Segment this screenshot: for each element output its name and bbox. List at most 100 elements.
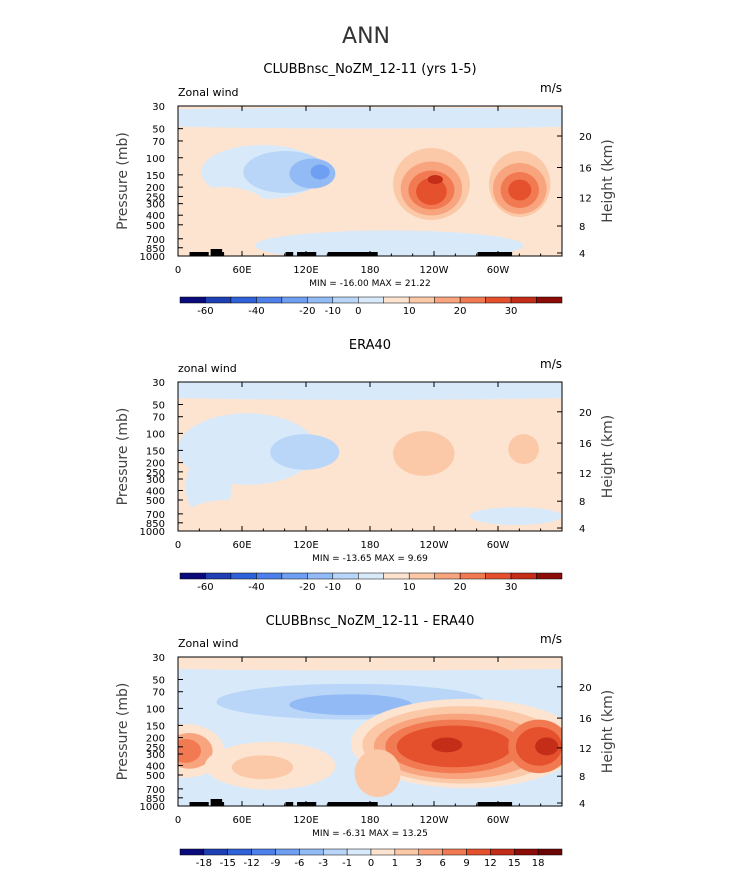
lon-tick-label: 0 [175, 540, 181, 551]
pressure-tick-label: 500 [146, 221, 165, 232]
contour-region [354, 749, 401, 798]
colorbar-label: 3 [416, 858, 422, 869]
pressure-tick-label: 30 [152, 378, 165, 389]
colorbar-box [332, 296, 359, 304]
pressure-tick-label: 150 [146, 171, 165, 182]
pressure-tick-label: 50 [152, 675, 165, 686]
contour-region [178, 107, 562, 129]
lon-tick-label: 120E [293, 815, 318, 826]
lon-tick-label: 60E [232, 265, 251, 276]
colorbar-label: -1 [342, 858, 352, 869]
colorbar-box [442, 848, 467, 856]
pressure-tick-label: 400 [146, 761, 165, 772]
colorbar-box [179, 296, 206, 304]
colorbar-box [434, 296, 461, 304]
height-tick-label: 8 [579, 222, 585, 233]
y2-axis-label: Height (km) [600, 139, 616, 222]
colorbar-box [459, 572, 486, 580]
pressure-tick-label: 700 [146, 510, 165, 521]
contour-region [231, 755, 294, 780]
pressure-tick-label: 70 [152, 413, 165, 424]
contour-region [427, 175, 443, 184]
pressure-tick-label: 300 [146, 475, 165, 486]
pressure-tick-label: 250 [146, 192, 165, 203]
pressure-tick-label: 400 [146, 211, 165, 222]
contour-region [508, 434, 539, 464]
pressure-tick-label: 1000 [140, 527, 165, 538]
contour-region [178, 657, 562, 671]
lon-tick-label: 120E [293, 540, 318, 551]
colorbar-box [394, 848, 419, 856]
colorbar-box [307, 296, 334, 304]
colorbar-label: 9 [463, 858, 469, 869]
contour-field [178, 106, 562, 256]
colorbar-box [358, 572, 384, 580]
colorbar-box [434, 572, 461, 580]
height-tick-label: 12 [579, 194, 592, 205]
main-title: ANN [342, 24, 390, 49]
height-tick-label: 20 [579, 408, 592, 419]
units-label: m/s [540, 632, 562, 646]
y-axis-label: Pressure (mb) [115, 683, 131, 781]
lon-tick-label: 60E [232, 815, 251, 826]
units-label: m/s [540, 81, 562, 95]
colorbar-label: 18 [532, 858, 545, 869]
colorbar-box [299, 848, 324, 856]
colorbar-box [281, 572, 308, 580]
colorbar-box [510, 296, 537, 304]
pressure-tick-label: 850 [146, 519, 165, 530]
colorbar-label: -18 [196, 858, 212, 869]
panel-title: ERA40 [349, 338, 391, 353]
pressure-tick-label: 70 [152, 137, 165, 148]
contour-region [535, 737, 559, 756]
pressure-tick-label: 100 [146, 704, 165, 715]
colorbar-box [418, 848, 443, 856]
pressure-tick-label: 300 [146, 200, 165, 211]
pressure-tick-label: 1000 [140, 802, 165, 813]
height-tick-label: 4 [579, 524, 585, 535]
colorbar-box [307, 572, 334, 580]
pressure-tick-label: 200 [146, 734, 165, 745]
pressure-tick-label: 100 [146, 429, 165, 440]
lon-tick-label: 0 [175, 815, 181, 826]
contour-region [431, 737, 463, 753]
colorbar-box [227, 848, 252, 856]
lon-tick-label: 120W [420, 540, 449, 551]
colorbar-label: -40 [248, 306, 264, 317]
contour-region [469, 507, 562, 526]
colorbar-label: 0 [355, 582, 361, 593]
pressure-tick-label: 30 [152, 653, 165, 664]
variable-label: Zonal wind [178, 637, 239, 650]
colorbar-label: 1 [392, 858, 398, 869]
topography-block [477, 252, 513, 256]
variable-label: zonal wind [178, 362, 237, 375]
colorbar-box [383, 296, 410, 304]
pressure-tick-label: 250 [146, 743, 165, 754]
min-max-stats: MIN = -13.65 MAX = 9.69 [312, 554, 428, 564]
contour-region [178, 187, 271, 235]
colorbar-box [323, 848, 348, 856]
colorbar-box [536, 572, 563, 580]
lon-tick-label: 60E [232, 540, 251, 551]
min-max-stats: MIN = -16.00 MAX = 21.22 [309, 279, 430, 289]
pressure-tick-label: 1000 [140, 252, 165, 263]
colorbar-box [536, 296, 563, 304]
pressure-tick-label: 150 [146, 446, 165, 457]
panel-1: CLUBBnsc_NoZM_12-11 (yrs 1-5) Zonal wind m… [115, 62, 616, 317]
panel-title: CLUBBnsc_NoZM_12-11 (yrs 1-5) [263, 62, 476, 77]
variable-label: Zonal wind [178, 86, 239, 99]
lon-tick-label: 60W [487, 540, 510, 551]
topography-peak [210, 799, 223, 806]
colorbar-label: -15 [220, 858, 236, 869]
pressure-tick-label: 200 [146, 183, 165, 194]
pressure-tick-label: 50 [152, 400, 165, 411]
pressure-tick-label: 300 [146, 750, 165, 761]
colorbar-label: -10 [325, 582, 341, 593]
colorbar-box [408, 296, 435, 304]
colorbar-label: -20 [299, 582, 315, 593]
topography-block [285, 252, 294, 256]
colorbar-label: -6 [294, 858, 304, 869]
colorbar-box [514, 848, 539, 856]
colorbar-box [346, 848, 372, 856]
